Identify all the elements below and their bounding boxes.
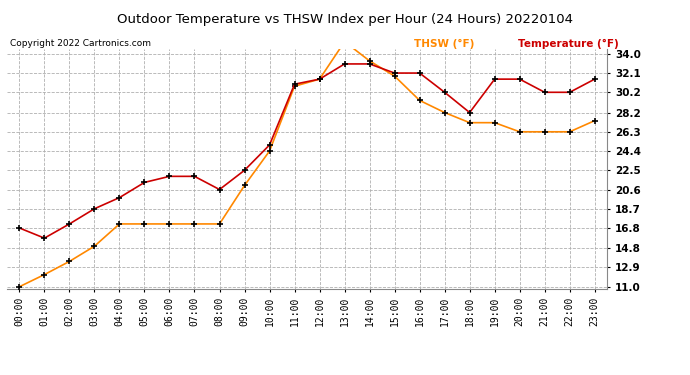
Text: Temperature (°F): Temperature (°F) (518, 39, 618, 50)
Text: Copyright 2022 Cartronics.com: Copyright 2022 Cartronics.com (10, 39, 151, 48)
Text: THSW (°F): THSW (°F) (414, 39, 475, 50)
Text: Outdoor Temperature vs THSW Index per Hour (24 Hours) 20220104: Outdoor Temperature vs THSW Index per Ho… (117, 13, 573, 26)
